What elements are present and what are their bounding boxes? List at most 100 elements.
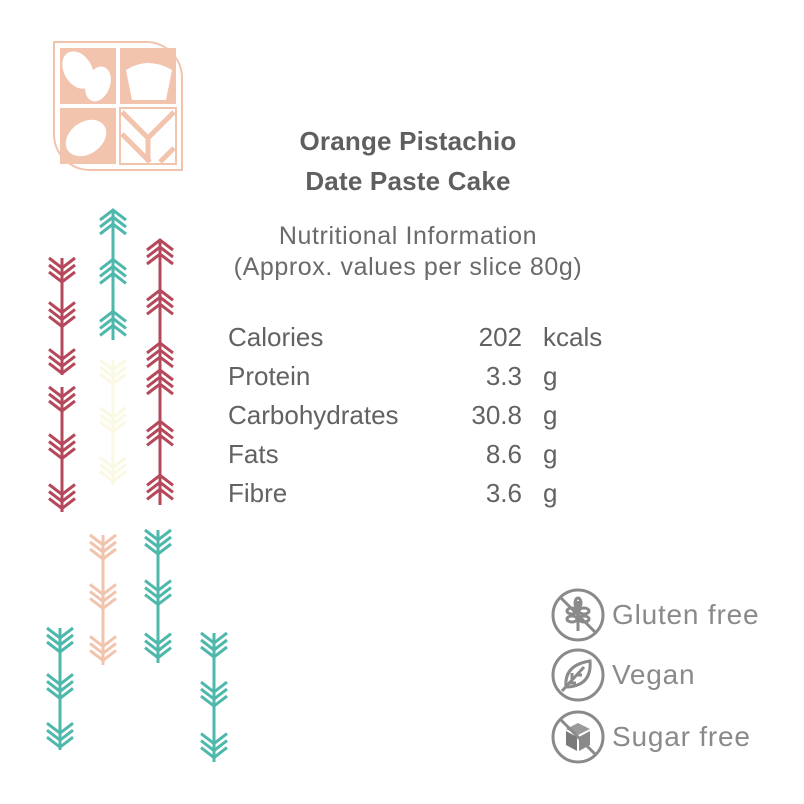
- arrow-chevron: [48, 256, 76, 270]
- nutrition-row: Calories 202 kcals: [228, 322, 628, 361]
- arrow-chevron: [89, 540, 117, 554]
- nutrient-label: Protein: [228, 361, 311, 391]
- arrow-chevron: [48, 399, 76, 413]
- arrow-chevron: [144, 535, 172, 549]
- serving-note: (Approx. values per slice 80g): [233, 253, 583, 281]
- arrow-chevron: [99, 456, 127, 470]
- arrow-chevron: [144, 528, 172, 542]
- arrow-chevron: [146, 473, 174, 487]
- arrow-chevron: [144, 579, 172, 593]
- arrow-chevron: [200, 687, 228, 701]
- arrow-chevron: [99, 264, 127, 278]
- arrow-down: [99, 358, 127, 485]
- arrow-down: [48, 256, 76, 376]
- arrow-chevron: [89, 597, 117, 611]
- arrow-chevron: [46, 735, 74, 750]
- no-wheat-icon: [551, 588, 605, 642]
- arrow-chevron: [48, 440, 76, 454]
- arrow-down: [48, 385, 76, 512]
- nutrition-row: Fibre 3.6 g: [228, 478, 628, 517]
- arrow-chevron: [46, 687, 74, 701]
- arrow-chevron: [146, 419, 174, 433]
- badge-label: Vegan: [612, 659, 696, 690]
- nutrition-row: Fats 8.6 g: [228, 439, 628, 478]
- arrow-chevron: [99, 365, 127, 379]
- nutrition-heading: Nutritional Information: [278, 222, 538, 250]
- nutrient-value: 8.6: [485, 439, 522, 469]
- nutrient-label: Carbohydrates: [228, 400, 399, 430]
- arrow-down: [46, 626, 74, 750]
- arrow-down: [89, 533, 117, 665]
- nutrient-value: 3.6: [485, 478, 522, 508]
- arrow-chevron: [200, 631, 228, 645]
- arrow-chevron: [46, 626, 74, 640]
- arrow-chevron: [89, 547, 117, 561]
- logo: [53, 41, 183, 171]
- arrow-chevron: [146, 382, 174, 396]
- arrow-chevron: [146, 252, 174, 266]
- arrow-chevron: [146, 295, 174, 309]
- arrow-chevron: [46, 680, 74, 694]
- arrow-chevron: [99, 463, 127, 477]
- nutrient-unit: g: [543, 361, 558, 391]
- nutrient-value: 30.8: [471, 400, 522, 430]
- arrow-chevron: [200, 739, 228, 753]
- nutrient-unit: g: [543, 439, 558, 469]
- arrow-chevron: [48, 362, 76, 376]
- nutrient-unit: g: [543, 400, 558, 430]
- no-sugar-cube-icon: [551, 710, 605, 764]
- arrow-chevron: [99, 323, 127, 337]
- arrow-chevron: [48, 263, 76, 277]
- recipe-title-line2: Date Paste Cake: [305, 166, 511, 196]
- nutrient-unit: kcals: [543, 322, 603, 352]
- arrow-chevron: [99, 257, 127, 271]
- arrow-chevron: [48, 433, 76, 447]
- arrow-chevron: [146, 245, 174, 259]
- arrow-chevron: [89, 642, 117, 656]
- arrow-chevron: [46, 633, 74, 647]
- arrow-chevron: [48, 483, 76, 497]
- arrow-chevron: [48, 497, 76, 511]
- arrow-chevron: [99, 316, 127, 330]
- nutrient-unit: g: [543, 478, 558, 508]
- badge-label: Sugar free: [612, 721, 751, 752]
- arrow-chevron: [99, 208, 127, 222]
- arrow-chevron: [144, 586, 172, 600]
- nutrition-row: Carbohydrates 30.8 g: [228, 400, 628, 439]
- arrow-chevron: [48, 308, 76, 322]
- arrow-chevron: [146, 288, 174, 302]
- nutrient-label: Fibre: [228, 478, 288, 508]
- arrow-up: [99, 208, 127, 340]
- arrow-chevron: [146, 487, 174, 501]
- arrow-chevron: [48, 270, 76, 284]
- arrow-chevron: [46, 640, 74, 654]
- arrow-chevron: [48, 385, 76, 399]
- arrow-chevron: [144, 646, 172, 660]
- arrow-chevron: [99, 470, 127, 484]
- nutrient-label: Fats: [228, 439, 279, 469]
- arrow-chevron: [99, 358, 127, 372]
- arrow-chevron: [99, 406, 127, 420]
- badge-sugar-free: Sugar free: [550, 709, 751, 765]
- arrow-chevron: [48, 301, 76, 315]
- arrow-chevron: [146, 426, 174, 440]
- arrow-up: [146, 368, 174, 505]
- arrow-chevron: [99, 372, 127, 386]
- nutrient-value: 3.3: [485, 361, 522, 391]
- nutrient-label: Calories: [228, 322, 324, 352]
- arrow-chevron: [48, 490, 76, 504]
- arrow-chevron: [146, 433, 174, 447]
- arrow-chevron: [99, 215, 127, 229]
- arrow-chevron: [146, 368, 174, 382]
- arrow-chevron: [46, 728, 74, 743]
- nutrition-row: Protein 3.3 g: [228, 361, 628, 400]
- arrow-chevron: [89, 649, 117, 663]
- arrow-chevron: [89, 590, 117, 604]
- arrow-chevron: [200, 746, 228, 760]
- arrow-up: [146, 238, 174, 372]
- arrow-chevron: [144, 639, 172, 653]
- badge-label: Gluten free: [612, 599, 760, 630]
- arrow-chevron: [144, 632, 172, 646]
- arrow-chevron: [99, 413, 127, 427]
